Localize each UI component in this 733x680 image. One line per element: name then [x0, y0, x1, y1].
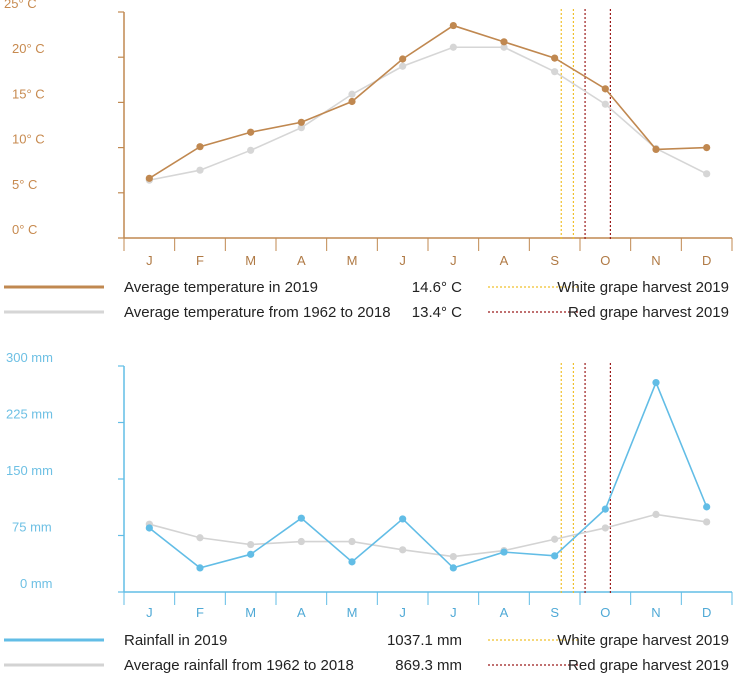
- legend-label: Average rainfall from 1962 to 2018: [124, 657, 354, 674]
- series-average-point: [399, 62, 407, 70]
- x-tick-label: N: [651, 253, 660, 268]
- x-tick-label: J: [399, 605, 406, 620]
- y-tick-label: 15° C: [12, 86, 45, 101]
- x-tick-label: A: [297, 605, 306, 620]
- y-tick-label: 20° C: [12, 41, 45, 56]
- x-tick-label: M: [245, 253, 256, 268]
- legend-label: Rainfall in 2019: [124, 632, 227, 649]
- harvest-legend-label: Red grape harvest 2019: [568, 657, 729, 674]
- y-tick-label: 0° C: [12, 222, 37, 237]
- series-2019-line: [148, 380, 708, 569]
- x-tick-label: S: [550, 605, 559, 620]
- x-tick-label: S: [550, 253, 559, 268]
- y-tick-label: 225 mm: [6, 407, 53, 422]
- series-2019-point: [500, 548, 508, 556]
- legend-value: 14.6° C: [412, 279, 462, 296]
- series-average-point: [196, 534, 204, 542]
- series-2019-point: [703, 144, 711, 152]
- series-2019-point: [652, 145, 660, 154]
- series-average-point: [449, 552, 457, 561]
- series-average-point: [247, 146, 255, 154]
- series-2019-point: [247, 128, 255, 136]
- x-tick-label: A: [500, 605, 509, 620]
- series-2019-point: [703, 503, 711, 511]
- series-2019-point: [297, 514, 305, 522]
- series-2019-point: [399, 515, 407, 523]
- harvest-legend-label: White grape harvest 2019: [557, 279, 729, 296]
- x-tick-label: M: [347, 253, 358, 268]
- x-tick-label: D: [702, 605, 711, 620]
- x-tick-label: O: [600, 605, 610, 620]
- x-tick-label: J: [450, 253, 457, 268]
- series-2019-point: [196, 143, 204, 151]
- series-average-line: [149, 46, 708, 181]
- legend-label: Average temperature in 2019: [124, 279, 318, 296]
- series-average-point: [601, 100, 609, 108]
- x-tick-label: O: [600, 253, 610, 268]
- x-tick-label: M: [347, 605, 358, 620]
- series-2019-point: [601, 505, 609, 513]
- y-tick-label: 5° C: [12, 177, 37, 192]
- series-average-point: [551, 68, 559, 76]
- series-2019-point: [551, 54, 559, 62]
- series-2019-point: [551, 552, 559, 560]
- series-2019-point: [449, 21, 457, 30]
- series-2019-point: [449, 564, 457, 572]
- series-average-point: [703, 170, 711, 178]
- series-2019-point: [145, 524, 153, 532]
- series-average-point: [297, 124, 305, 132]
- x-tick-label: M: [245, 605, 256, 620]
- series-average-point: [399, 546, 407, 554]
- series-2019-point: [297, 118, 305, 126]
- series-2019-line: [148, 24, 707, 180]
- series-average-point: [449, 43, 457, 51]
- series-2019-point: [399, 55, 407, 63]
- y-tick-label: 75 mm: [12, 520, 52, 535]
- legend-label: Average temperature from 1962 to 2018: [124, 304, 391, 321]
- series-average-point: [247, 540, 255, 549]
- series-average-point: [703, 518, 711, 526]
- series-2019-point: [652, 378, 660, 387]
- x-tick-label: F: [196, 605, 204, 620]
- series-average-line: [149, 513, 707, 558]
- legend-value: 869.3 mm: [395, 657, 462, 674]
- series-2019-point: [348, 558, 356, 566]
- x-tick-label: D: [702, 253, 711, 268]
- series-2019-point: [601, 85, 609, 93]
- series-2019-point: [348, 97, 356, 106]
- y-tick-label: 0 mm: [20, 576, 53, 591]
- y-tick-label: 300 mm: [6, 350, 53, 365]
- y-tick-label: 10° C: [12, 132, 45, 147]
- series-average-point: [551, 535, 559, 543]
- x-tick-label: J: [399, 253, 406, 268]
- y-tick-label: 25° C: [4, 0, 37, 11]
- legend-value: 13.4° C: [412, 304, 462, 321]
- harvest-legend-label: White grape harvest 2019: [557, 632, 729, 649]
- x-tick-label: A: [297, 253, 306, 268]
- legend-value: 1037.1 mm: [387, 632, 462, 649]
- series-2019-point: [500, 38, 508, 46]
- series-2019-point: [247, 550, 255, 558]
- harvest-legend-label: Red grape harvest 2019: [568, 304, 729, 321]
- series-2019-point: [145, 174, 153, 182]
- series-average-point: [196, 166, 204, 174]
- series-average-point: [500, 43, 508, 51]
- x-tick-label: J: [146, 253, 153, 268]
- series-average-point: [348, 537, 356, 546]
- x-tick-label: J: [450, 605, 457, 620]
- x-tick-label: J: [146, 605, 153, 620]
- y-tick-label: 150 mm: [6, 463, 53, 478]
- series-average-point: [348, 90, 356, 98]
- series-average-point: [297, 537, 305, 546]
- series-average-point: [652, 510, 660, 519]
- x-tick-label: N: [651, 605, 660, 620]
- series-average-point: [601, 524, 609, 532]
- x-tick-label: F: [196, 253, 204, 268]
- x-tick-label: A: [500, 253, 509, 268]
- series-2019-point: [196, 564, 204, 572]
